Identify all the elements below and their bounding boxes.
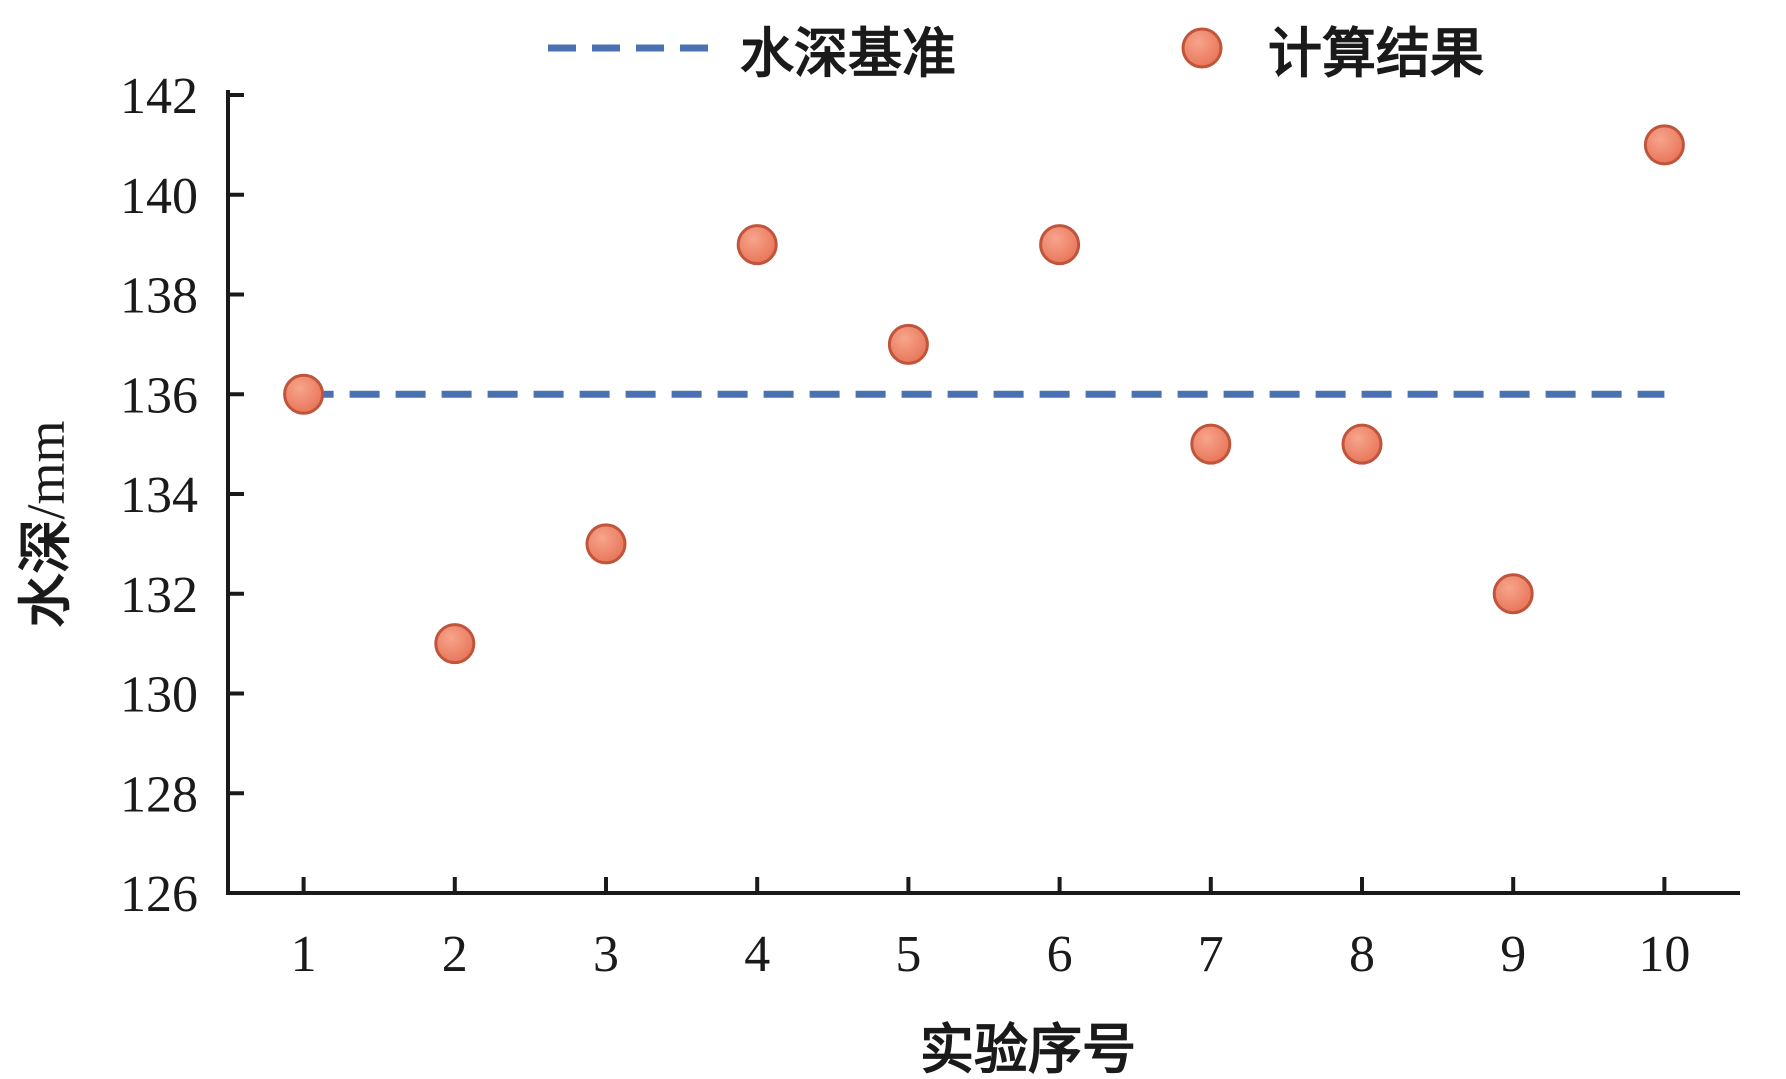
legend: 水深基准 计算结果 [548,22,1484,85]
x-tick-label: 6 [1047,926,1073,983]
y-tick-label: 142 [120,68,198,125]
result-point [1190,423,1232,465]
y-tick-label: 140 [120,168,198,225]
result-point [1341,423,1383,465]
y-tick-label: 138 [120,268,198,325]
y-tick-label: 128 [120,766,198,823]
x-tick-label: 10 [1638,926,1690,983]
x-tick-label: 1 [291,926,317,983]
x-axis-title: 实验序号 [920,1018,1136,1079]
y-tick-label: 132 [120,567,198,624]
y-axis-ticks: 126 128 130 132 134 136 138 140 142 [120,68,244,923]
result-point [887,323,929,365]
result-point [1492,573,1534,615]
y-tick-label: 136 [120,367,198,424]
y-tick-label: 130 [120,667,198,724]
axes [226,90,1740,895]
legend-result-swatch [1181,27,1223,69]
result-point [585,523,627,565]
result-series [283,124,1685,665]
y-tick-label: 134 [120,467,198,524]
result-point [736,224,778,266]
y-axis-title: 水深/mm [14,420,77,627]
y-axis-title-main: 水深 [14,520,77,628]
x-tick-label: 2 [442,926,468,983]
x-tick-label: 8 [1349,926,1375,983]
x-axis-ticks: 1 2 3 4 5 6 7 8 9 10 [291,877,1690,983]
result-point [434,623,476,665]
x-tick-label: 7 [1198,926,1224,983]
result-point [283,373,325,415]
y-axis-title-unit: /mm [16,420,76,519]
result-point [1643,124,1685,166]
x-tick-label: 4 [744,926,770,983]
x-tick-label: 9 [1500,926,1526,983]
legend-baseline-label: 水深基准 [740,22,956,85]
y-tick-label: 126 [120,866,198,923]
x-tick-label: 5 [895,926,921,983]
x-tick-label: 3 [593,926,619,983]
legend-result-label: 计算结果 [1268,22,1484,85]
result-point [1039,224,1081,266]
